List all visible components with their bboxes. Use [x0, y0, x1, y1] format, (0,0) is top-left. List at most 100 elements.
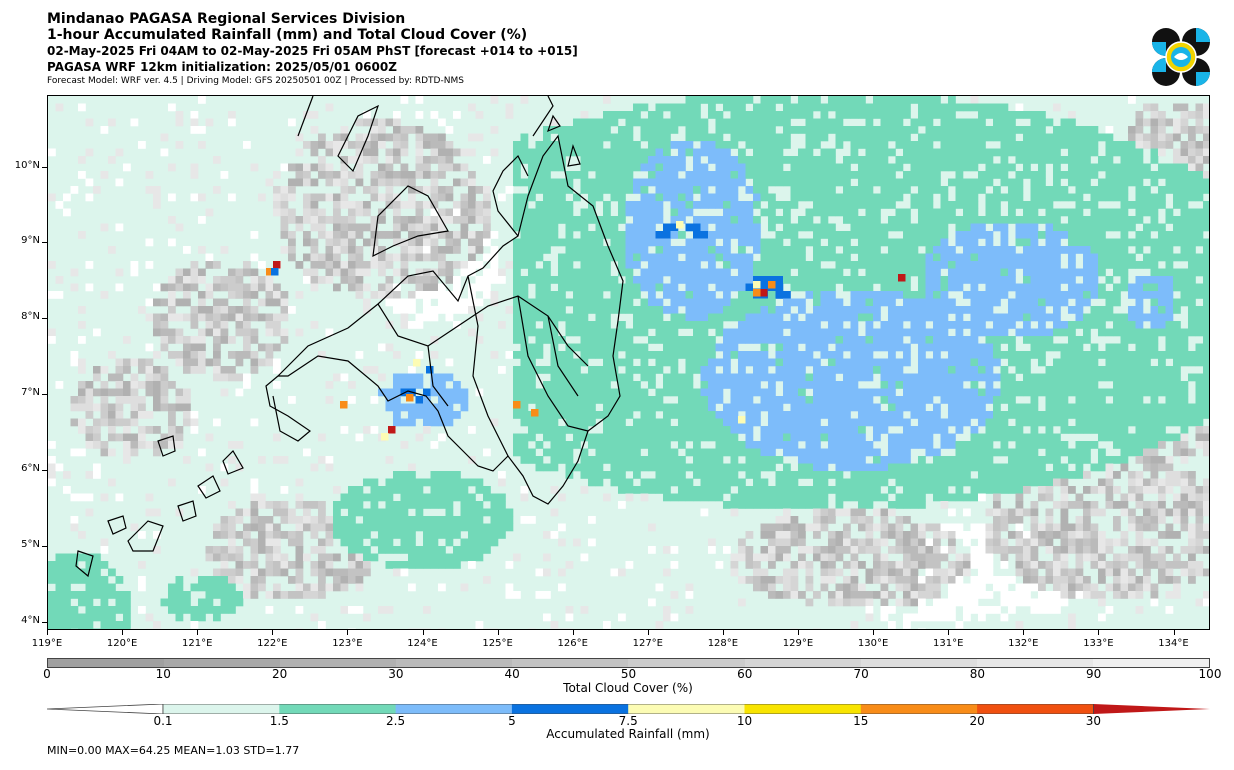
coastline — [372, 185, 449, 258]
rainfall-bar-outline — [162, 704, 1094, 714]
rainfall-swatch — [744, 704, 862, 714]
rainfall-tick-label: 7.5 — [618, 714, 638, 728]
longitude-label: 122°E — [257, 638, 288, 649]
longitude-tick — [1023, 630, 1025, 635]
rainfall-swatch — [860, 704, 978, 714]
longitude-label: 128°E — [707, 638, 739, 649]
cloud-cover-tick-label: 10 — [155, 667, 171, 681]
coastline — [127, 520, 164, 552]
latitude-label: 6°N — [21, 463, 40, 474]
rainfall-hotspot — [898, 274, 906, 282]
longitude-tick — [647, 630, 649, 635]
latitude-label: 5°N — [21, 539, 40, 550]
cloud-cover-colorbar — [47, 658, 1210, 668]
cloud-cover-tick-label: 0 — [43, 667, 51, 681]
coastline — [107, 515, 127, 535]
coastline — [222, 450, 244, 475]
longitude-tick — [572, 630, 574, 635]
longitude-label: 125°E — [482, 638, 513, 649]
rainfall-swatch — [628, 704, 745, 714]
latitude-label: 10°N — [14, 160, 40, 171]
longitude-tick — [1098, 630, 1100, 635]
map-title: Mindanao PAGASA Regional Services Divisi… — [47, 11, 406, 27]
rainfall-hotspot — [406, 394, 414, 402]
coastline — [517, 295, 589, 432]
forecast-period: 02-May-2025 Fri 04AM to 02-May-2025 Fri … — [47, 44, 578, 58]
cloud-cover-tick-label: 70 — [853, 667, 869, 681]
latitude-tick — [42, 622, 47, 623]
rainfall-tick-label: 15 — [853, 714, 869, 728]
longitude-tick — [948, 630, 950, 635]
rainfall-hotspot — [676, 221, 684, 229]
rainfall-swatch — [977, 704, 1094, 714]
model-initialization: PAGASA WRF 12km initialization: 2025/05/… — [47, 60, 397, 74]
rainfall-hotspot — [753, 289, 761, 297]
rainfall-tick-label: 0.1 — [153, 714, 173, 728]
longitude-tick — [47, 630, 48, 635]
rainfall-hotspot — [531, 409, 539, 417]
map-subtitle: 1-hour Accumulated Rainfall (mm) and Tot… — [47, 27, 528, 43]
cloud-cover-tick-label: 50 — [620, 667, 637, 681]
cloud-cover-tick-label: 90 — [1086, 667, 1102, 681]
latitude-tick — [42, 546, 47, 547]
cloud-cover-tick-label: 60 — [737, 667, 753, 681]
coastline — [547, 114, 561, 133]
rainfall-swatch — [511, 704, 629, 714]
coastline — [532, 96, 554, 137]
rainfall-under-triangle — [47, 704, 164, 714]
rainfall-tick-label: 20 — [969, 714, 985, 728]
longitude-tick — [873, 630, 875, 635]
cloud-cover-swatch — [280, 659, 397, 667]
rainfall-hotspot — [381, 433, 389, 441]
coastline — [157, 435, 176, 457]
rainfall-hotspot — [271, 268, 279, 276]
pagasa-logo-icon — [1152, 28, 1210, 86]
rainfall-over-triangle — [1093, 704, 1210, 714]
cloud-cover-swatch — [976, 659, 1093, 667]
longitude-label: 133°E — [1083, 638, 1114, 649]
longitude-label: 127°E — [632, 638, 663, 649]
coastline — [297, 96, 314, 137]
cloud-cover-swatch — [744, 659, 861, 667]
longitude-label: 126°E — [557, 638, 588, 649]
latitude-label: 9°N — [21, 235, 40, 246]
cloud-cover-tick-label: 100 — [1198, 667, 1222, 681]
rainfall-hotspot — [513, 401, 521, 409]
cloud-cover-swatch — [860, 659, 977, 667]
coastline — [377, 295, 589, 367]
cloud-cover-swatch — [164, 659, 281, 667]
coastline — [265, 375, 311, 442]
cloud-cover-swatch — [396, 659, 513, 667]
coastline — [276, 134, 624, 505]
longitude-tick — [497, 630, 499, 635]
rainfall-hotspot — [753, 281, 761, 289]
cloud-cover-tick-label: 40 — [504, 667, 520, 681]
rainfall-hotspot — [340, 401, 348, 409]
longitude-label: 123°E — [332, 638, 363, 649]
longitude-label: 124°E — [407, 638, 438, 649]
cloud-cover-swatch — [628, 659, 745, 667]
longitude-tick — [347, 630, 349, 635]
cloud-cover-swatch — [512, 659, 629, 667]
coastline — [75, 550, 94, 578]
rainfall-swatch — [163, 704, 280, 714]
rainfall-tick-label: 1.5 — [269, 714, 289, 728]
rainfall-swatch — [395, 704, 513, 714]
rainfall-colorbar — [47, 704, 1210, 714]
rainfall-hotspot — [768, 281, 776, 289]
rainfall-hotspot — [273, 261, 281, 269]
rainfall-tick-label: 10 — [736, 714, 753, 728]
longitude-tick — [1173, 630, 1175, 635]
latitude-label: 4°N — [21, 615, 40, 626]
rainfall-tick-label: 5 — [508, 714, 516, 728]
coastline — [567, 144, 581, 167]
longitude-label: 131°E — [932, 638, 964, 649]
coastline — [197, 475, 221, 499]
rainfall-hotspot — [388, 426, 396, 434]
latitude-tick — [42, 394, 47, 395]
longitude-label: 121°E — [181, 638, 213, 649]
cloud-cover-swatch — [48, 659, 165, 667]
cloud-cover-tick-label: 80 — [969, 667, 986, 681]
statistics-summary: MIN=0.00 MAX=64.25 MEAN=1.03 STD=1.77 — [47, 744, 300, 757]
longitude-label: 130°E — [857, 638, 889, 649]
